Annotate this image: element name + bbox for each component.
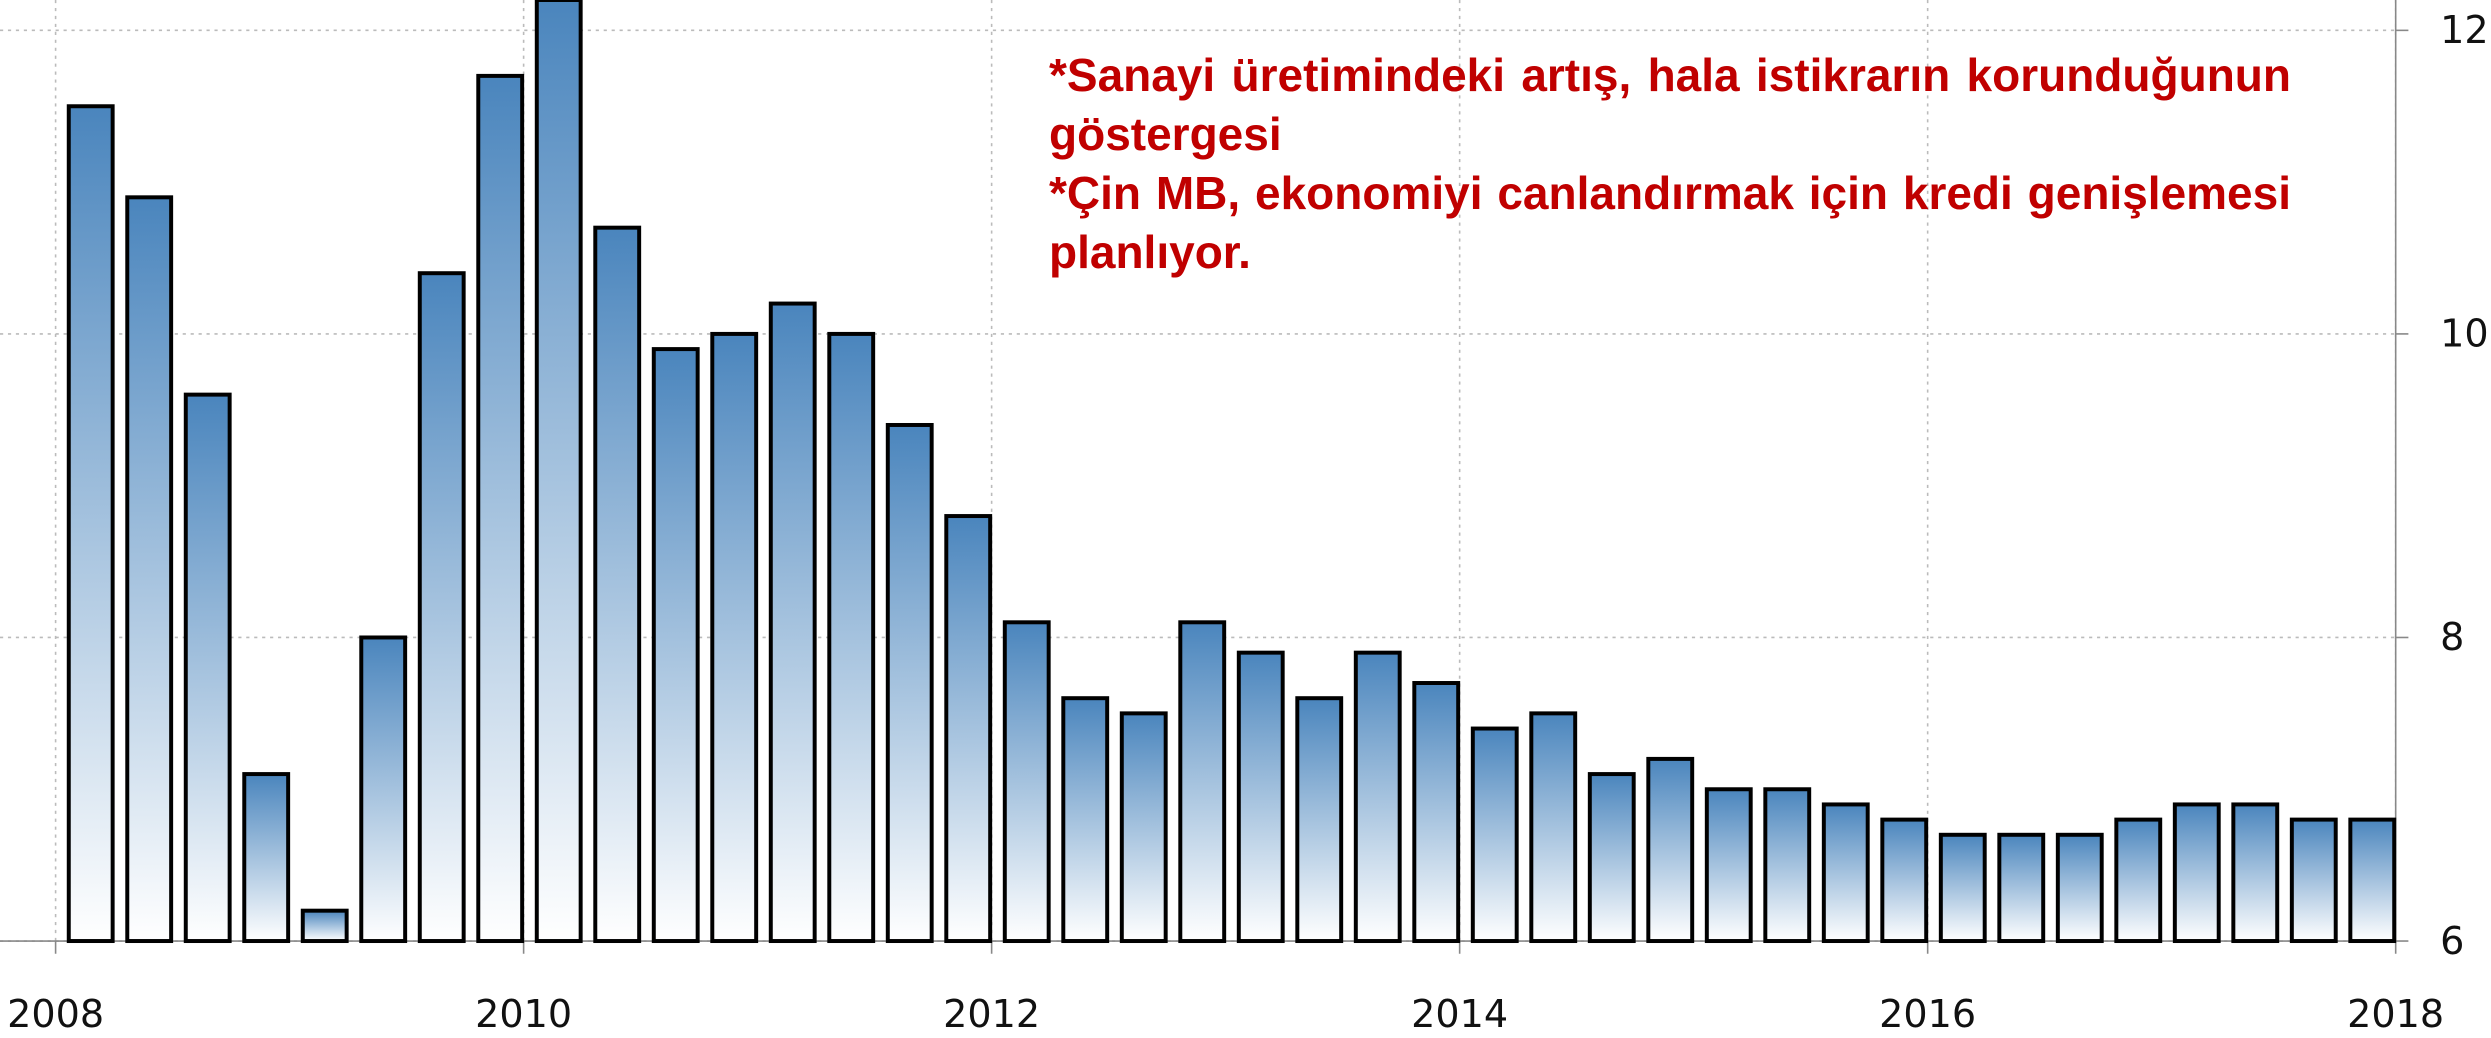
bar bbox=[242, 772, 291, 944]
bar bbox=[359, 635, 408, 944]
bar bbox=[1178, 620, 1227, 944]
x-tick-label: 2016 bbox=[1879, 992, 1976, 1036]
bar bbox=[534, 0, 583, 944]
bar bbox=[885, 422, 934, 944]
bar bbox=[1002, 620, 1051, 944]
bar bbox=[827, 331, 876, 944]
bar bbox=[768, 301, 817, 944]
y-tick-label: 8 bbox=[2440, 615, 2464, 659]
bar bbox=[1353, 650, 1402, 944]
bar bbox=[1646, 756, 1695, 944]
bar bbox=[1412, 681, 1461, 944]
bar bbox=[300, 908, 349, 944]
bar bbox=[2172, 802, 2221, 944]
bar bbox=[1295, 696, 1344, 944]
bar bbox=[1880, 817, 1929, 944]
bar bbox=[1061, 696, 1110, 944]
x-tick-label: 2008 bbox=[7, 992, 104, 1036]
bar bbox=[1821, 802, 1870, 944]
bar bbox=[1119, 711, 1168, 944]
bar bbox=[1763, 787, 1812, 944]
bar bbox=[417, 271, 466, 944]
annotation: *Çin MB, ekonomiyi canlandırmak için kre… bbox=[1049, 167, 2291, 278]
x-tick-label: 2018 bbox=[2347, 992, 2444, 1036]
x-tick-label: 2012 bbox=[943, 992, 1040, 1036]
bar bbox=[2289, 817, 2338, 944]
bar bbox=[1529, 711, 1578, 944]
bar bbox=[710, 331, 759, 944]
bar bbox=[1938, 832, 1987, 944]
bar bbox=[2114, 817, 2163, 944]
bar bbox=[66, 104, 115, 944]
bar bbox=[183, 392, 232, 944]
bar bbox=[651, 347, 700, 944]
bar bbox=[1704, 787, 1753, 944]
bar bbox=[2348, 817, 2397, 944]
bar bbox=[1236, 650, 1285, 944]
x-tick-label: 2010 bbox=[475, 992, 572, 1036]
bar bbox=[125, 195, 174, 944]
bar bbox=[944, 514, 993, 944]
bar bbox=[2231, 802, 2280, 944]
bar bbox=[476, 73, 525, 944]
y-tick-label: 12 bbox=[2440, 8, 2489, 52]
bar bbox=[2055, 832, 2104, 944]
y-tick-label: 6 bbox=[2440, 919, 2464, 963]
bar bbox=[1470, 726, 1519, 944]
bar bbox=[1997, 832, 2046, 944]
bar bbox=[593, 225, 642, 944]
y-tick-label: 10 bbox=[2440, 312, 2489, 356]
annotation: *Sanayi üretimindeki artış, hala istikra… bbox=[1049, 49, 2291, 160]
annotation-box: *Sanayi üretimindeki artış, hala istikra… bbox=[1049, 46, 2291, 282]
x-tick-label: 2014 bbox=[1411, 992, 1508, 1036]
bar bbox=[1587, 772, 1636, 944]
